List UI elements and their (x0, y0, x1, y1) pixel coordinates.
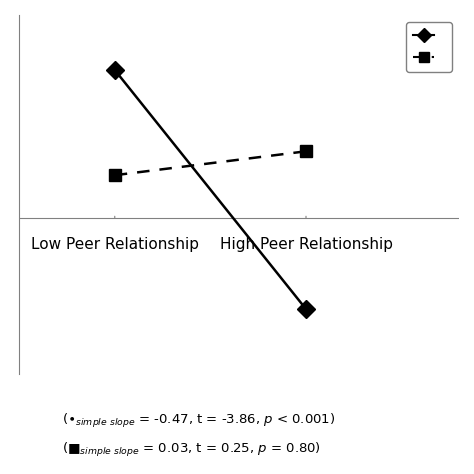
Legend: , : , (406, 22, 452, 72)
Text: Low Peer Relationship: Low Peer Relationship (31, 237, 199, 252)
Text: ($\blacksquare_{simple\ slope}$ = 0.03, t = 0.25, $p$ = 0.80): ($\blacksquare_{simple\ slope}$ = 0.03, … (62, 441, 320, 459)
Text: High Peer Relationship: High Peer Relationship (219, 237, 392, 252)
Text: ($\bullet_{simple\ slope}$ = -0.47, t = -3.86, $p$ < 0.001): ($\bullet_{simple\ slope}$ = -0.47, t = … (62, 412, 335, 430)
